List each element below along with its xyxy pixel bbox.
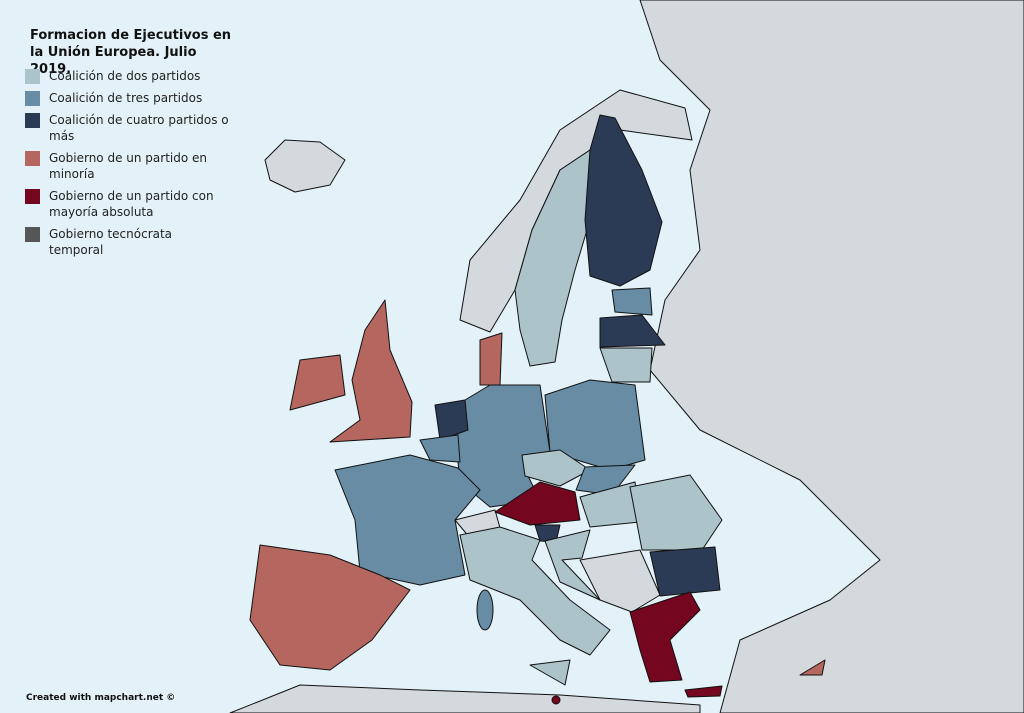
ireland xyxy=(289,354,346,411)
legend-label: Coalición de dos partidos xyxy=(49,69,201,83)
legend-swatch xyxy=(25,151,40,166)
land-africa xyxy=(229,684,701,713)
latvia xyxy=(599,314,666,348)
legend-label: Coalición de tres partidos xyxy=(49,91,203,105)
legend-swatch xyxy=(25,69,40,84)
legend-item: Gobierno tecnócrata temporal xyxy=(25,226,245,258)
united-kingdom xyxy=(329,299,413,443)
italy xyxy=(459,526,611,656)
finland xyxy=(584,114,663,287)
title: Formacion de Ejecutivos en la Unión Euro… xyxy=(30,28,232,77)
legend-label: Coalición de cuatro partidos o más xyxy=(49,113,229,143)
estonia xyxy=(611,287,653,316)
lithuania xyxy=(599,347,653,383)
legend-label: Gobierno tecnócrata temporal xyxy=(49,227,173,257)
legend-swatch xyxy=(25,227,40,242)
sardinia xyxy=(476,589,494,631)
legend-label: Gobierno de un partido en minoría xyxy=(49,151,208,181)
crete xyxy=(684,685,723,698)
land-east xyxy=(639,0,1024,713)
legend-item: Coalición de cuatro partidos o más xyxy=(25,112,245,144)
legend-label: Gobierno de un partido con mayoría absol… xyxy=(49,189,214,219)
credit: Created with mapchart.net © xyxy=(26,693,176,703)
legend-item: Gobierno de un partido con mayoría absol… xyxy=(25,188,245,220)
iceland xyxy=(264,139,346,193)
spain-portugal xyxy=(249,544,411,671)
legend-swatch xyxy=(25,189,40,204)
bulgaria xyxy=(649,546,721,597)
sweden xyxy=(514,149,591,367)
france xyxy=(334,454,481,586)
sicily xyxy=(529,659,571,686)
austria xyxy=(494,481,581,526)
legend-swatch xyxy=(25,113,40,128)
croatia xyxy=(544,529,601,601)
czechia xyxy=(521,449,591,487)
belgium xyxy=(419,434,461,463)
legend-swatch xyxy=(25,91,40,106)
greece xyxy=(629,591,701,683)
netherlands xyxy=(434,399,469,441)
balkans xyxy=(579,549,661,613)
legend: Coalición de dos partidos Coalición de tr… xyxy=(25,68,245,264)
legend-item: Coalición de tres partidos xyxy=(25,90,245,106)
cyprus xyxy=(799,659,826,676)
legend-item: Coalición de dos partidos xyxy=(25,68,245,84)
malta xyxy=(551,695,561,705)
denmark xyxy=(479,332,503,386)
legend-item: Gobierno de un partido en minoría xyxy=(25,150,245,182)
romania xyxy=(629,474,723,551)
